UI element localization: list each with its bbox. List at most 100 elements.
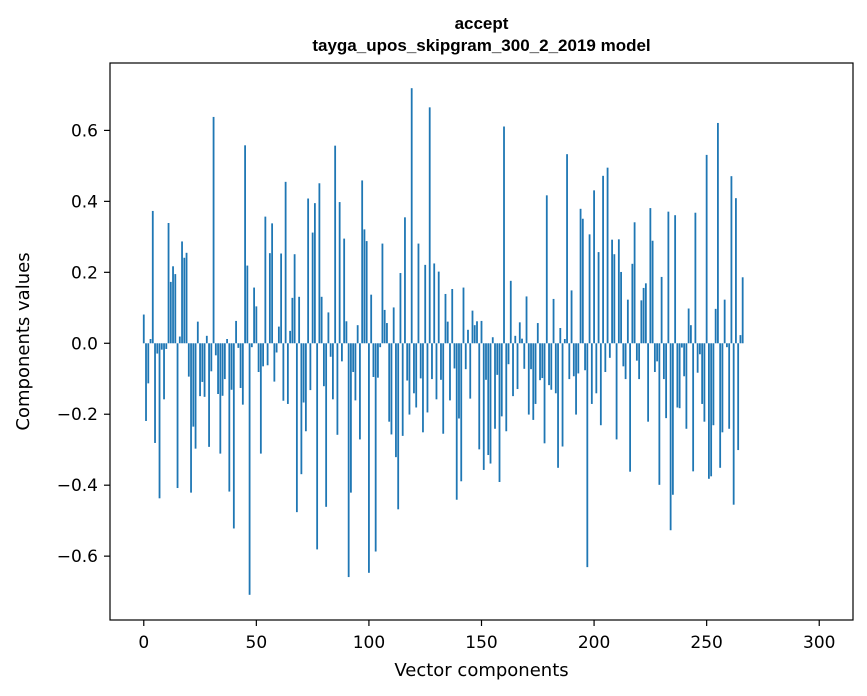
bar [717, 122, 719, 344]
bar [293, 254, 296, 344]
bar [343, 238, 346, 344]
bar [395, 343, 397, 458]
bar [390, 343, 393, 435]
bar [406, 343, 409, 381]
bar [217, 343, 219, 394]
bar [289, 330, 292, 344]
bar [462, 287, 465, 344]
bar [363, 229, 366, 344]
bar [449, 343, 451, 401]
bar [435, 343, 438, 400]
bar [597, 252, 600, 344]
bar [239, 343, 242, 388]
bar [232, 343, 235, 529]
x-tick-label: 200 [578, 633, 610, 653]
bar [548, 343, 550, 386]
bar [514, 335, 517, 344]
bar [165, 343, 168, 349]
bar [656, 343, 659, 362]
bar [419, 343, 422, 379]
bar [566, 154, 568, 344]
bar [352, 343, 355, 373]
bar [142, 314, 145, 344]
bar [259, 343, 262, 454]
bar [496, 343, 499, 375]
bar [440, 343, 442, 380]
bar [541, 343, 544, 379]
bar [151, 210, 154, 344]
bar [473, 325, 476, 344]
bar [250, 343, 253, 348]
bar [163, 343, 165, 400]
bar [593, 190, 595, 344]
bar [332, 343, 334, 400]
bar [230, 343, 233, 390]
bar [417, 243, 420, 344]
bar [404, 217, 406, 344]
bar [521, 338, 523, 344]
bar [638, 343, 641, 380]
bar [568, 343, 571, 380]
bar [264, 216, 267, 344]
bar [361, 180, 364, 344]
bar [741, 277, 744, 344]
bar [228, 343, 231, 492]
x-axis-label: Vector components [394, 660, 568, 681]
bar [649, 208, 652, 344]
bar [203, 343, 206, 397]
bar [701, 343, 704, 404]
bar [311, 232, 314, 344]
bar [667, 211, 670, 344]
y-tick-label: 0.2 [71, 263, 98, 283]
bar [478, 343, 481, 450]
bar [451, 288, 454, 344]
bar [723, 299, 726, 344]
y-axis: −0.6 −0.4 −0.2 0.0 0.2 0.4 0.6 [57, 121, 110, 567]
bar [653, 343, 656, 373]
bar [572, 343, 575, 377]
bar [275, 343, 278, 353]
bar [185, 252, 188, 344]
bar [613, 254, 616, 344]
bar [735, 198, 737, 344]
bar [671, 343, 674, 495]
bar [500, 343, 503, 417]
bar [595, 343, 598, 394]
bar [699, 343, 701, 355]
bar [611, 239, 613, 344]
bar [338, 202, 341, 344]
bar [145, 343, 147, 421]
bar [147, 343, 150, 384]
bar [300, 343, 303, 475]
bar [606, 167, 609, 344]
bar [313, 203, 316, 344]
bar [530, 343, 532, 370]
bar [579, 208, 582, 344]
bar [295, 343, 298, 513]
bar [626, 299, 629, 344]
bar [374, 343, 377, 552]
bar [167, 223, 170, 344]
bar [212, 116, 215, 344]
bar [678, 343, 681, 409]
bar [518, 322, 521, 344]
bar [446, 321, 449, 344]
chart-title-line1: accept [455, 14, 509, 33]
bar [536, 323, 539, 344]
bar [181, 241, 183, 344]
bar [689, 325, 692, 344]
bar [248, 343, 251, 595]
bar [183, 257, 186, 344]
bar [205, 335, 208, 344]
bar [561, 343, 564, 447]
bar [370, 294, 373, 344]
bar [669, 343, 672, 531]
bar [408, 343, 411, 415]
bar [442, 343, 445, 434]
bar [696, 343, 699, 373]
bar [320, 296, 323, 344]
bar [345, 321, 348, 344]
bar [309, 343, 312, 391]
bar [208, 343, 210, 447]
bar [237, 343, 240, 348]
